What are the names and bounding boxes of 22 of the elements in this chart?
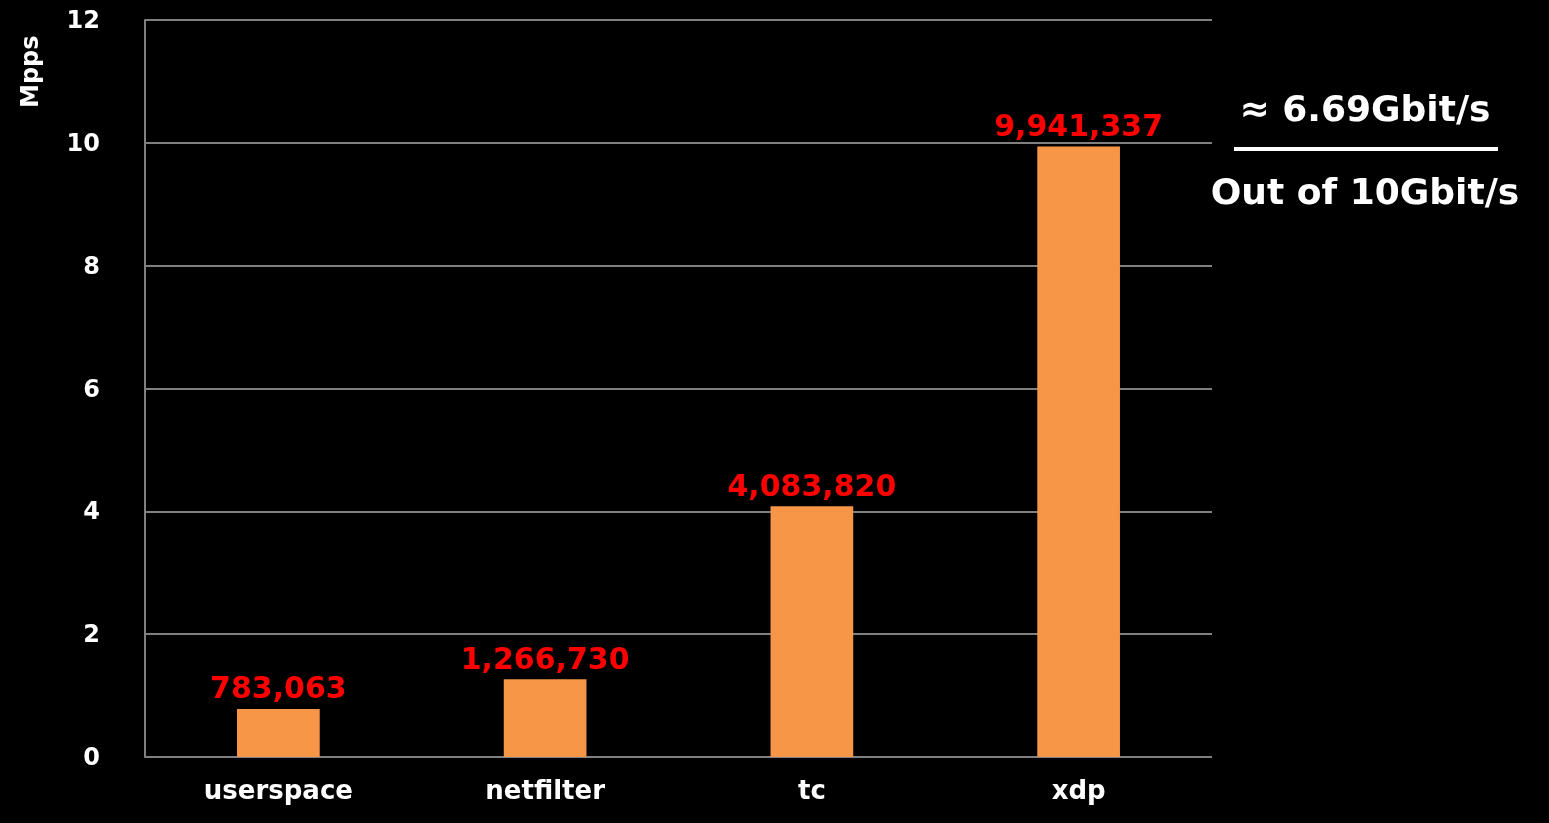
y-tick-label: 8 (83, 251, 100, 280)
annotation: 1,266,730 (460, 640, 630, 676)
y-tick-label: 10 (66, 128, 100, 157)
y-axis-title: Mpps (16, 35, 44, 108)
bar (237, 708, 320, 757)
y-tick-label: 6 (83, 374, 100, 403)
x-tick-label: tc (797, 775, 826, 805)
annotation: 9,941,337 (994, 107, 1164, 143)
text: ≈ 6.69Gbit/s (1238, 88, 1492, 129)
y-tick-label: 12 (66, 6, 100, 34)
x-tick-label: xdp (1051, 775, 1106, 805)
x-tick-label: netfilter (485, 775, 606, 805)
annotation: Out of 10Gbit/s (1209, 171, 1521, 212)
x-tick-label: userspace (203, 775, 353, 805)
y-tick-label: 2 (83, 620, 100, 649)
annotation: 783,063 (210, 670, 347, 706)
y-tick-label: 4 (83, 497, 100, 526)
bar (770, 506, 854, 757)
annotation: 4,083,820 (727, 467, 897, 503)
bar (1037, 146, 1120, 757)
y-tick-label: 0 (83, 743, 100, 771)
bar (503, 679, 587, 757)
